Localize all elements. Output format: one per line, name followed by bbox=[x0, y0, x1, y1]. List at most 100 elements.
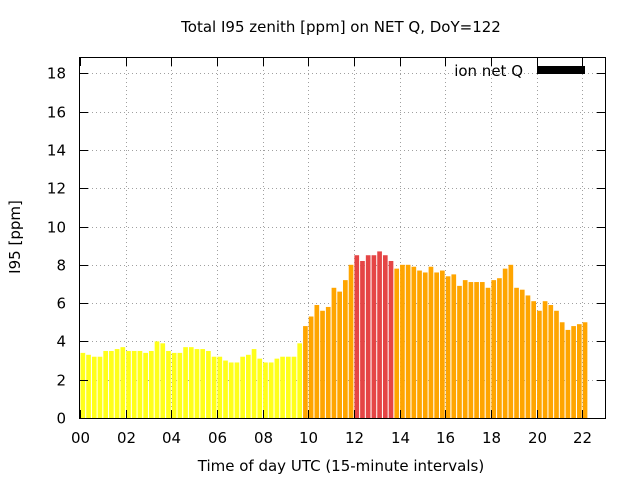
bar bbox=[217, 356, 223, 418]
bar bbox=[126, 350, 131, 418]
bars bbox=[80, 251, 588, 418]
x-tick-label: 20 bbox=[528, 429, 547, 447]
chart-title: Total I95 zenith [ppm] on NET Q, DoY=122 bbox=[180, 18, 501, 36]
bar bbox=[485, 287, 491, 418]
ticks bbox=[80, 58, 605, 419]
bar bbox=[148, 350, 154, 418]
bar bbox=[445, 276, 451, 418]
bar bbox=[576, 324, 582, 418]
bar bbox=[565, 329, 571, 418]
bar bbox=[303, 326, 308, 418]
x-tick-label: 08 bbox=[254, 429, 273, 447]
bar bbox=[417, 270, 422, 418]
bar bbox=[400, 264, 405, 418]
bar bbox=[297, 343, 303, 418]
bar bbox=[548, 305, 554, 418]
bar bbox=[440, 270, 445, 418]
bar bbox=[263, 362, 268, 418]
x-tick-label: 00 bbox=[71, 429, 90, 447]
bar bbox=[143, 352, 148, 418]
bar bbox=[131, 350, 137, 418]
bar bbox=[559, 322, 565, 418]
bar bbox=[194, 349, 200, 418]
x-tick-label: 16 bbox=[436, 429, 455, 447]
y-tick-label: 14 bbox=[47, 142, 66, 160]
bar bbox=[285, 356, 291, 418]
bar bbox=[468, 282, 474, 418]
bar bbox=[360, 260, 365, 418]
bar bbox=[331, 287, 337, 418]
y-tick-label: 2 bbox=[56, 372, 66, 390]
bar bbox=[365, 255, 371, 418]
bar bbox=[97, 356, 103, 418]
bar bbox=[405, 264, 411, 418]
bar bbox=[337, 291, 342, 418]
bar bbox=[171, 352, 177, 418]
bar bbox=[228, 362, 234, 418]
y-tick-label: 4 bbox=[56, 333, 66, 351]
bar bbox=[571, 326, 576, 418]
bar bbox=[474, 282, 479, 418]
bar bbox=[582, 322, 588, 418]
bar bbox=[325, 306, 331, 418]
bar bbox=[525, 295, 531, 418]
bar bbox=[200, 349, 206, 418]
legend-swatch bbox=[537, 66, 585, 74]
bar bbox=[86, 354, 91, 418]
x-axis-label: Time of day UTC (15-minute intervals) bbox=[197, 457, 484, 475]
bar bbox=[251, 349, 257, 418]
bar bbox=[257, 358, 263, 418]
bar bbox=[388, 260, 394, 418]
bar bbox=[120, 347, 126, 418]
bar bbox=[268, 362, 274, 418]
legend-label: ion net Q bbox=[454, 62, 523, 80]
bar bbox=[320, 310, 325, 418]
bar bbox=[514, 287, 519, 418]
bar bbox=[428, 266, 434, 418]
bar bbox=[451, 274, 457, 418]
bar bbox=[80, 352, 86, 418]
bar bbox=[519, 289, 525, 418]
bar bbox=[183, 347, 188, 418]
y-tick-labels: 0 2 4 6 8 10 12 14 16 18 bbox=[47, 65, 66, 428]
legend: ion net Q bbox=[454, 62, 585, 80]
x-tick-label: 14 bbox=[391, 429, 410, 447]
x-tick-label: 04 bbox=[162, 429, 181, 447]
x-tick-label: 18 bbox=[482, 429, 501, 447]
bar bbox=[371, 255, 377, 418]
y-tick-label: 18 bbox=[47, 65, 66, 83]
y-tick-label: 6 bbox=[56, 295, 66, 313]
bar bbox=[434, 272, 439, 418]
bar bbox=[103, 350, 109, 418]
bar bbox=[246, 354, 251, 418]
y-axis-label: I95 [ppm] bbox=[6, 200, 24, 274]
bar bbox=[554, 310, 559, 418]
bar bbox=[188, 347, 194, 418]
bar bbox=[91, 356, 97, 418]
bar bbox=[314, 305, 320, 418]
bar bbox=[422, 272, 428, 418]
bar bbox=[206, 350, 211, 418]
bar bbox=[211, 356, 217, 418]
plot-border bbox=[79, 57, 606, 419]
bar bbox=[457, 285, 462, 418]
bar bbox=[137, 350, 143, 418]
bar bbox=[343, 280, 348, 418]
bar bbox=[377, 251, 382, 418]
x-tick-label: 02 bbox=[117, 429, 136, 447]
y-tick-label: 10 bbox=[47, 219, 66, 237]
y-tick-label: 12 bbox=[47, 180, 66, 198]
bar bbox=[109, 350, 114, 418]
bar bbox=[531, 301, 537, 418]
x-tick-label: 06 bbox=[208, 429, 227, 447]
bar bbox=[308, 316, 314, 418]
bar bbox=[160, 343, 166, 418]
bar bbox=[508, 264, 514, 418]
y-tick-label: 0 bbox=[56, 410, 66, 428]
y-tick-label: 8 bbox=[56, 257, 66, 275]
bar bbox=[166, 350, 171, 418]
bar bbox=[497, 278, 502, 418]
bar bbox=[479, 282, 485, 418]
y-tick-label: 16 bbox=[47, 104, 66, 122]
